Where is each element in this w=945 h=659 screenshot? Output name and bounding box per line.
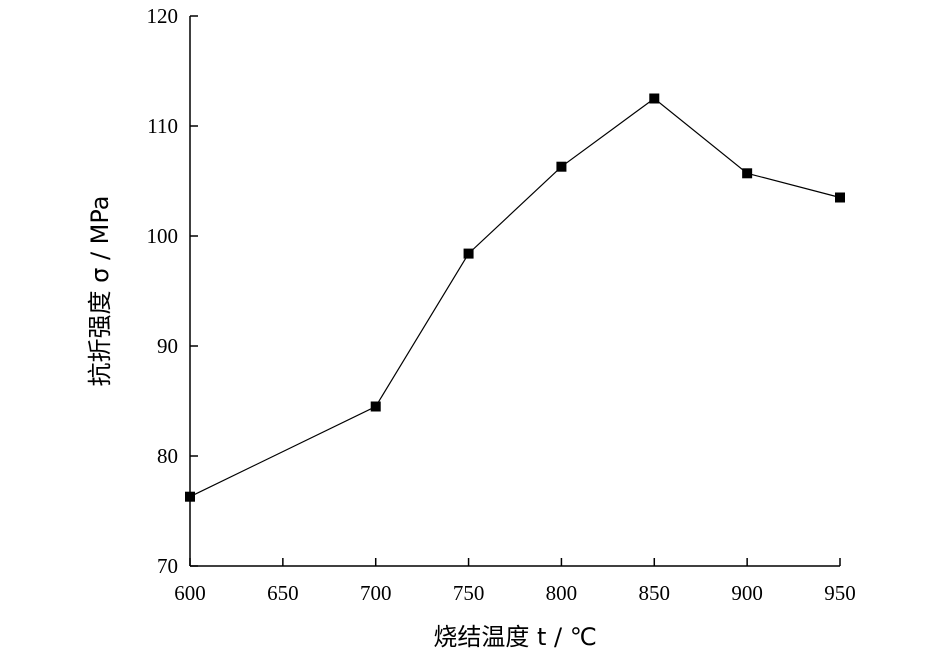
y-tick-label: 120 <box>147 4 179 28</box>
series-line-group <box>189 97 841 498</box>
x-tick-label: 700 <box>360 581 392 605</box>
data-point <box>649 93 660 104</box>
x-tick-label: 800 <box>546 581 578 605</box>
data-point <box>463 248 474 259</box>
x-tick-label: 850 <box>639 581 671 605</box>
y-tick-label: 90 <box>157 334 178 358</box>
y-tick-label: 80 <box>157 444 178 468</box>
x-tick-label: 650 <box>267 581 299 605</box>
x-tick-label: 750 <box>453 581 485 605</box>
data-point <box>556 161 567 172</box>
data-point <box>835 192 845 203</box>
x-tick-label: 900 <box>731 581 763 605</box>
x-tick-label: 600 <box>174 581 206 605</box>
data-point <box>742 168 753 179</box>
data-point <box>185 491 195 502</box>
series-line <box>189 97 841 498</box>
x-axis-label: 烧结温度 t / ℃ <box>433 623 596 651</box>
x-tick-label: 950 <box>824 581 856 605</box>
axes: 600 650 700 750 800 850 900 950 70 80 90 100 110 120 <box>147 4 856 605</box>
y-axis-label: 抗折强度 σ / MPa <box>86 196 114 387</box>
y-tick-label: 100 <box>147 224 179 248</box>
data-point <box>370 401 381 412</box>
y-tick-label: 110 <box>147 114 178 138</box>
data-points <box>185 93 845 502</box>
y-tick-label: 70 <box>157 554 178 578</box>
